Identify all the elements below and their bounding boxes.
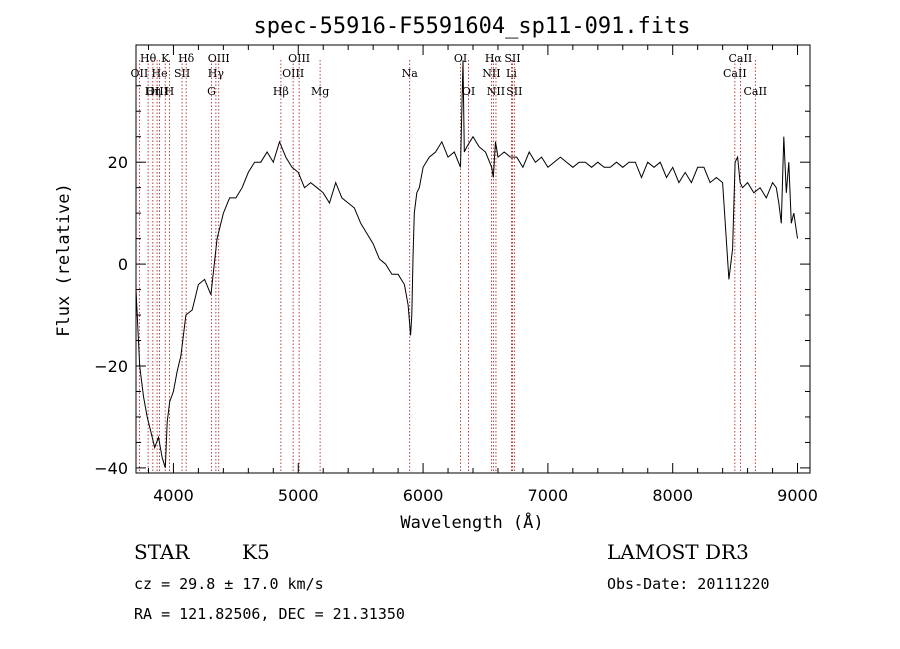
line-id-label: NII (487, 85, 505, 98)
y-tick-label: 0 (118, 255, 128, 274)
line-id-label: OIII (288, 52, 310, 65)
y-tick-label: 20 (108, 153, 128, 172)
x-tick-label: 5000 (278, 486, 319, 505)
line-id-label: He (152, 67, 168, 80)
line-id-label: Hβ (273, 85, 289, 98)
line-id-label: H (165, 85, 175, 98)
line-id-label: Na (402, 67, 419, 80)
line-id-label: CaII (723, 67, 747, 80)
line-id-label: Hη (145, 85, 161, 98)
line-id-label: Li (506, 67, 517, 80)
line-id-label: Hγ (208, 67, 225, 80)
line-id-label: CaII (743, 85, 767, 98)
line-id-label: SII (504, 52, 520, 65)
line-id-label: NII (482, 67, 500, 80)
y-tick-labels: −40 −20 0 20 (94, 153, 128, 478)
axis-ticks (136, 45, 810, 473)
x-tick-label: 9000 (777, 486, 818, 505)
x-tick-label: 6000 (403, 486, 444, 505)
line-id-label: K (161, 52, 170, 65)
y-axis-label: Flux (relative) (54, 183, 74, 337)
line-id-label: OI (462, 85, 475, 98)
line-markers (138, 60, 756, 473)
chart-title: spec-55916-F5591604_sp11-091.fits (253, 14, 690, 39)
x-tick-label: 8000 (652, 486, 693, 505)
x-tick-labels: 4000 5000 6000 7000 8000 9000 (153, 486, 818, 505)
y-tick-label: −40 (94, 459, 128, 478)
y-tick-label: −20 (94, 357, 128, 376)
spectral-type: K5 (242, 540, 270, 564)
x-tick-label: 4000 (153, 486, 194, 505)
series-flux-line (135, 60, 798, 469)
redshift-text: cz = 29.8 ± 17.0 km/s (134, 575, 324, 593)
obs-date-text: Obs-Date: 20111220 (607, 575, 770, 593)
line-id-label: OI (454, 52, 467, 65)
line-id-label: Hθ (140, 52, 157, 65)
line-id-label: OIII (146, 85, 168, 98)
line-id-label: Hδ (178, 52, 195, 65)
line-id-label: SII (506, 85, 522, 98)
x-tick-label: 7000 (528, 486, 569, 505)
survey-label: LAMOST DR3 (607, 540, 749, 564)
x-axis-label: Wavelength (Å) (400, 511, 543, 533)
plot-frame (135, 44, 811, 474)
line-id-label: G (207, 85, 216, 98)
line-id-label: OII (131, 67, 149, 80)
coordinates-text: RA = 121.82506, DEC = 21.31350 (134, 605, 405, 623)
line-id-label: Mg (311, 85, 329, 98)
line-id-labels: Hθ OII OIII He K Hη SII H Hδ OIII Hγ G OIII OIII Hβ Mg N… (131, 52, 768, 98)
object-class: STAR (134, 540, 190, 564)
line-id-label: CaII (729, 52, 753, 65)
line-id-label: SII (174, 67, 190, 80)
line-id-label: OIII (208, 52, 230, 65)
line-id-label: Hα (485, 52, 503, 65)
line-id-label: OIII (282, 67, 304, 80)
